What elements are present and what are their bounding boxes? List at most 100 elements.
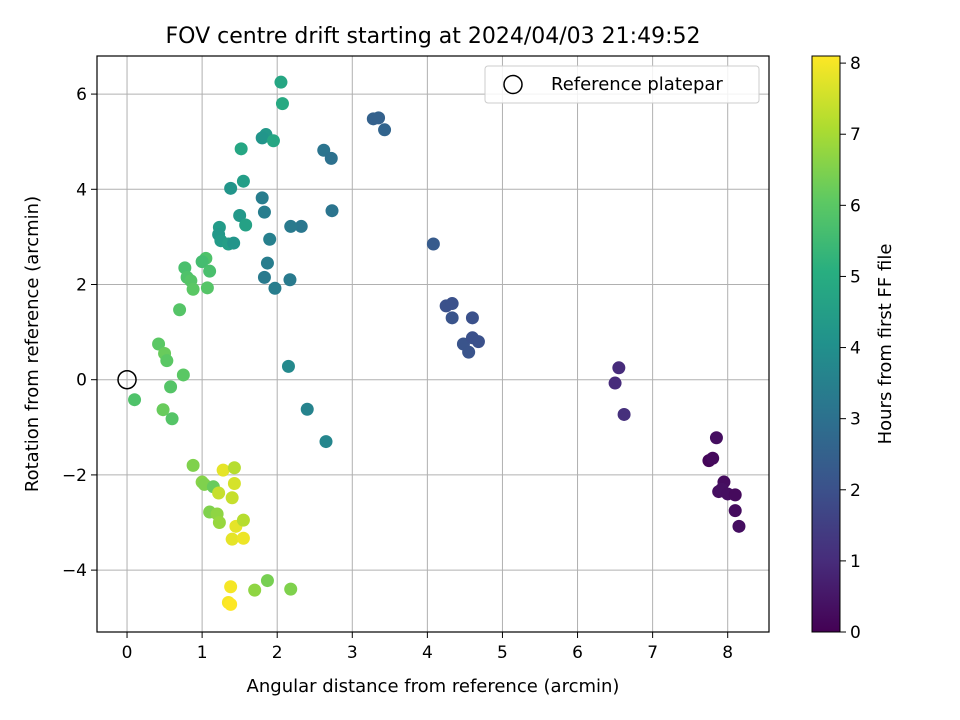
data-point xyxy=(186,282,200,296)
x-axis-label: Angular distance from reference (arcmin) xyxy=(247,676,620,697)
data-point xyxy=(263,232,277,246)
data-point xyxy=(709,431,723,445)
data-point xyxy=(225,532,239,546)
data-point xyxy=(471,335,485,349)
colorbar-tick-label: 6 xyxy=(850,196,861,216)
x-tick-label: 0 xyxy=(122,643,133,663)
data-point xyxy=(224,597,238,611)
data-point xyxy=(227,476,241,490)
data-point xyxy=(160,354,174,368)
x-tick-label: 4 xyxy=(422,643,433,663)
colorbar-ticks: 0 1 2 3 4 5 6 7 8 xyxy=(840,54,861,643)
colorbar-tick-label: 5 xyxy=(850,267,861,287)
data-point xyxy=(612,361,626,375)
data-point xyxy=(176,368,190,382)
colorbar-tick-label: 4 xyxy=(850,339,861,359)
data-point xyxy=(445,297,459,311)
chart-title: FOV centre drift starting at 2024/04/03 … xyxy=(166,24,701,49)
data-point xyxy=(283,273,297,287)
data-point xyxy=(617,407,631,421)
colorbar-gradient xyxy=(811,55,841,633)
data-point xyxy=(608,376,622,390)
x-tick-label: 7 xyxy=(647,643,658,663)
data-point xyxy=(275,97,289,111)
data-point xyxy=(732,519,746,533)
data-point xyxy=(465,311,479,325)
data-point xyxy=(239,218,253,232)
legend-box xyxy=(484,65,760,104)
x-tick-label: 8 xyxy=(722,643,733,663)
data-point xyxy=(706,451,720,465)
data-point xyxy=(257,205,271,219)
data-point xyxy=(224,580,238,594)
data-point xyxy=(227,236,241,250)
data-point xyxy=(156,403,170,417)
data-point xyxy=(164,380,178,394)
y-tick-label: 2 xyxy=(76,275,87,295)
x-tick-label: 5 xyxy=(497,643,508,663)
data-point xyxy=(165,412,179,426)
colorbar-tick-label: 3 xyxy=(850,410,861,430)
data-point xyxy=(257,270,271,284)
plot-frame xyxy=(96,55,770,633)
data-point xyxy=(212,486,226,500)
data-point xyxy=(227,461,241,475)
data-point xyxy=(260,574,274,588)
data-point xyxy=(426,237,440,251)
data-point xyxy=(236,513,250,527)
data-point xyxy=(268,281,282,295)
x-tick-label: 6 xyxy=(572,643,583,663)
data-point xyxy=(212,516,226,530)
y-tick-label: −4 xyxy=(62,561,87,581)
data-point xyxy=(152,337,166,351)
data-point xyxy=(255,191,269,205)
data-point xyxy=(445,311,459,325)
data-point xyxy=(216,463,230,477)
plot-area: 0 1 2 3 4 5 6 7 8 −4 −2 0 2 4 6 xyxy=(62,55,770,663)
data-point xyxy=(248,583,262,597)
y-axis-label: Rotation from reference (arcmin) xyxy=(22,196,43,492)
y-tick-label: 6 xyxy=(76,85,87,105)
data-point xyxy=(378,123,392,137)
data-point xyxy=(260,256,274,270)
data-point xyxy=(319,435,333,449)
data-point xyxy=(462,345,476,359)
data-point xyxy=(284,219,298,233)
data-point xyxy=(281,359,295,373)
data-point xyxy=(324,151,338,165)
grid-lines xyxy=(97,56,769,632)
colorbar-tick-label: 0 xyxy=(850,623,861,643)
data-point xyxy=(203,264,217,278)
data-point xyxy=(234,142,248,156)
colorbar-tick-label: 8 xyxy=(850,54,861,74)
data-point xyxy=(173,303,187,317)
colorbar-tick-label: 7 xyxy=(850,125,861,145)
colorbar-tick-label: 1 xyxy=(850,552,861,572)
x-tick-label: 3 xyxy=(347,643,358,663)
colorbar: 0 1 2 3 4 5 6 7 8 Hours from first FF file xyxy=(811,54,896,643)
data-point xyxy=(266,134,280,148)
data-point xyxy=(728,504,742,518)
legend-marker xyxy=(503,74,523,95)
data-point xyxy=(255,131,269,145)
x-axis-ticks: 0 1 2 3 4 5 6 7 8 xyxy=(122,632,733,663)
y-tick-label: 4 xyxy=(76,180,87,200)
data-point xyxy=(325,204,339,218)
y-tick-label: 0 xyxy=(76,371,87,391)
legend: Reference platepar xyxy=(484,65,760,104)
data-point xyxy=(284,582,298,596)
data-point xyxy=(186,458,200,472)
reference-platepar-marker xyxy=(117,369,137,390)
data-point xyxy=(224,181,238,195)
data-point xyxy=(200,281,214,295)
x-tick-label: 2 xyxy=(272,643,283,663)
data-points xyxy=(128,75,746,611)
data-point xyxy=(236,531,250,545)
data-point xyxy=(128,393,142,407)
data-point xyxy=(233,208,247,222)
data-point xyxy=(294,219,308,233)
data-point xyxy=(372,111,386,125)
data-point xyxy=(300,402,314,416)
